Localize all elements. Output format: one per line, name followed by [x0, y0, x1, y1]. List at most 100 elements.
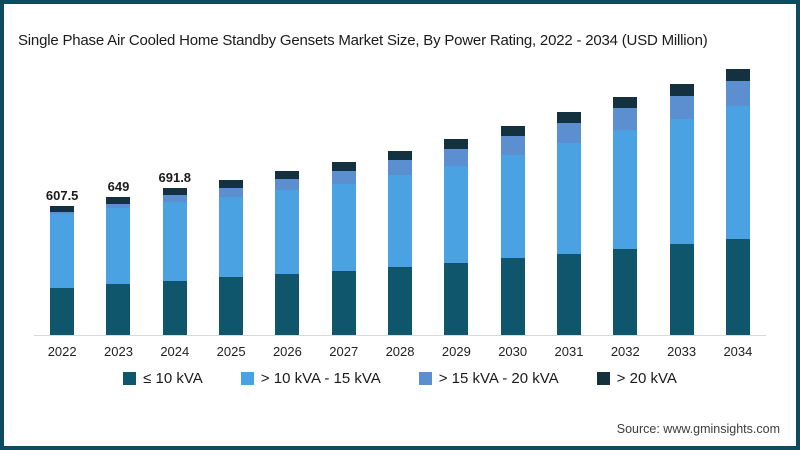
- legend-swatch-icon: [596, 372, 610, 385]
- x-tick-label: 2026: [272, 344, 302, 359]
- x-tick-label: 2028: [385, 344, 415, 359]
- x-tick-label: 2027: [329, 344, 359, 359]
- bar-total-label: 607.5: [45, 188, 79, 204]
- x-tick-label: 2030: [498, 344, 528, 359]
- bar-segment: [613, 130, 638, 249]
- bar-segment: [331, 183, 356, 271]
- legend-label: > 10 kVA - 15 kVA: [260, 370, 381, 387]
- stacked-bar: [388, 150, 413, 335]
- stacked-bar: [725, 68, 750, 335]
- bar-segment: [50, 213, 75, 288]
- source-note: Source: www.gminsights.com: [616, 422, 780, 436]
- bar-column: 649: [90, 58, 146, 335]
- stacked-bar: [219, 180, 244, 335]
- bar-segment: [162, 280, 187, 335]
- bar-column: 607.5: [34, 58, 90, 335]
- bar-segment: [162, 195, 187, 202]
- x-tick-label: 2034: [723, 344, 753, 359]
- chart-title: Single Phase Air Cooled Home Standby Gen…: [18, 32, 708, 49]
- stacked-bar: [50, 206, 75, 335]
- bar-segment: [331, 271, 356, 335]
- stacked-bar: [331, 161, 356, 335]
- x-tick-label: 2023: [104, 344, 133, 359]
- bar-segment: [556, 111, 581, 123]
- bar-segment: [444, 262, 469, 335]
- bar-column: [316, 58, 372, 335]
- bar-segment: [106, 203, 131, 208]
- bar-segment: [725, 105, 750, 240]
- bar-segment: [725, 68, 750, 82]
- bar-segment: [162, 201, 187, 281]
- bar-segment: [669, 118, 694, 245]
- stacked-bar: [556, 111, 581, 335]
- bar-column: [372, 58, 428, 335]
- bar-segment: [331, 161, 356, 171]
- legend-swatch-icon: [418, 372, 432, 385]
- bar-column: [259, 58, 315, 335]
- bar-segment: [556, 253, 581, 335]
- x-tick-label: 2031: [554, 344, 584, 359]
- bar-segment: [219, 180, 244, 188]
- bar-column: [710, 58, 766, 335]
- bar-segment: [275, 190, 300, 275]
- x-tick-label: 2022: [47, 344, 77, 359]
- stacked-bar: [275, 171, 300, 335]
- bar-segment: [444, 138, 469, 149]
- legend-item: ≤ 10 kVA: [123, 370, 203, 387]
- bar-segment: [613, 248, 638, 335]
- bar-segment: [162, 188, 187, 196]
- bar-segment: [444, 166, 469, 263]
- bar-column: [541, 58, 597, 335]
- stacked-bar: [613, 96, 638, 335]
- bar-segment: [669, 95, 694, 119]
- bar-segment: [106, 207, 131, 285]
- legend-item: > 20 kVA: [596, 370, 677, 387]
- bar-segment: [669, 244, 694, 335]
- bar-segment: [500, 258, 525, 335]
- bar-segment: [613, 96, 638, 109]
- bar-segment: [106, 284, 131, 335]
- bar-segment: [219, 277, 244, 335]
- legend-swatch-icon: [123, 372, 137, 385]
- plot-area: 607.5 649 691.8: [34, 58, 766, 336]
- x-tick-label: 2029: [441, 344, 471, 359]
- bar-column: [653, 58, 709, 335]
- stacked-bar: [444, 138, 469, 335]
- bar-segment: [50, 287, 75, 335]
- legend-item: > 15 kVA - 20 kVA: [418, 370, 559, 387]
- bar-segment: [275, 171, 300, 180]
- bar-segment: [725, 239, 750, 335]
- bar-segment: [388, 160, 413, 176]
- bar-segment: [500, 125, 525, 137]
- bar-segment: [275, 274, 300, 335]
- bar-total-label: 691.8: [158, 170, 192, 186]
- bar-total-label: 649: [107, 179, 130, 195]
- bar-segment: [275, 179, 300, 191]
- bar-segment: [106, 197, 131, 204]
- legend-label: > 15 kVA - 20 kVA: [438, 370, 559, 387]
- x-tick-label: 2025: [216, 344, 246, 359]
- legend-label: > 20 kVA: [616, 370, 677, 387]
- stacked-bar: [106, 197, 131, 335]
- bar-column: 691.8: [147, 58, 203, 335]
- bar-segment: [444, 148, 469, 167]
- bar-segment: [219, 196, 244, 278]
- legend: ≤ 10 kVA > 10 kVA - 15 kVA > 15 kVA - 20 k…: [4, 370, 796, 387]
- bar-column: [203, 58, 259, 335]
- bar-segment: [556, 143, 581, 254]
- bar-segment: [388, 175, 413, 267]
- bar-segment: [500, 155, 525, 259]
- legend-label: ≤ 10 kVA: [143, 370, 203, 387]
- bar-segment: [331, 170, 356, 184]
- bar-column: [428, 58, 484, 335]
- bar-segment: [613, 108, 638, 131]
- bar-segment: [219, 187, 244, 197]
- x-tick-label: 2024: [160, 344, 190, 359]
- bar-segment: [669, 83, 694, 96]
- bar-segment: [50, 212, 75, 214]
- bar-column: [485, 58, 541, 335]
- bar-segment: [725, 81, 750, 106]
- bar-segment: [388, 150, 413, 161]
- x-tick-label: 2033: [667, 344, 697, 359]
